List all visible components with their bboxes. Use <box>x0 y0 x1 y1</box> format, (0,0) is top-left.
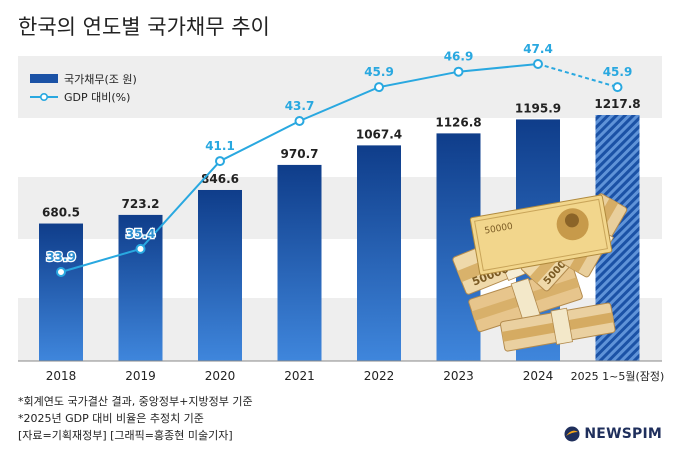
gdp-ratio-value-label: 45.9 <box>603 65 633 79</box>
bar-value-label: 1126.8 <box>435 115 481 129</box>
bar-2020 <box>198 189 242 361</box>
chart-title: 한국의 연도별 국가채무 추이 <box>18 15 270 39</box>
x-tick-label: 2023 <box>443 369 474 383</box>
x-tick-label: 2019 <box>125 369 156 383</box>
bar-value-label: 846.6 <box>201 172 239 186</box>
bar-value-label: 680.5 <box>42 206 80 220</box>
gdp-ratio-point <box>374 82 384 93</box>
x-tick-label: 2022 <box>364 369 395 383</box>
bar-value-label: 1067.4 <box>356 127 402 141</box>
gdp-ratio-point <box>453 66 464 77</box>
legend-line-marker <box>39 93 48 102</box>
bar-value-label: 723.2 <box>122 197 160 211</box>
bar-value-label: 1195.9 <box>515 101 561 115</box>
gdp-ratio-value-label: 35.4 <box>126 227 156 241</box>
gdp-ratio-value-label: 46.9 <box>444 50 474 64</box>
x-axis-tick-labels: 2018 2019 2020 2021 2022 2023 2024 2025 1~5월(잠정… <box>46 369 665 383</box>
bar-2018 <box>39 223 83 361</box>
gdp-ratio-value-labels: 33.9 35.4 41.1 43.7 45.9 46.9 47.4 45.9 <box>45 42 633 265</box>
gdp-ratio-points <box>56 59 623 277</box>
x-tick-label: 2018 <box>46 369 77 383</box>
gdp-ratio-point <box>56 267 66 277</box>
legend-line-label: GDP 대비(%) <box>64 91 130 104</box>
gdp-ratio-value-label: 47.4 <box>523 42 553 56</box>
footnote-2: *2025년 GDP 대비 비율은 추정치 기준 <box>18 412 204 425</box>
bar-value-label: 1217.8 <box>594 97 640 111</box>
gdp-ratio-point <box>533 59 543 69</box>
gdp-ratio-value-label: 43.7 <box>285 99 315 113</box>
bar-2021 <box>277 164 322 361</box>
gdp-ratio-value-label: 33.9 <box>46 250 76 264</box>
footnotes: *회계연도 국가결산 결과, 중앙정부+지방정부 기준 *2025년 GDP 대… <box>18 393 253 444</box>
legend-bar-swatch <box>30 74 58 83</box>
gdp-ratio-point <box>215 156 225 167</box>
bar-series <box>39 115 640 361</box>
bar-value-labels: 680.5 723.2 846.6 970.7 1067.4 1126.8 1195.9 12… <box>42 97 641 220</box>
x-tick-label: 2025 1~5월(잠정) <box>571 370 665 383</box>
bar-value-label: 970.7 <box>281 147 319 161</box>
x-tick-label: 2020 <box>205 369 236 383</box>
legend: 국가채무(조 원) GDP 대비(%) <box>30 73 137 104</box>
gdp-ratio-point <box>612 82 623 93</box>
footnote-1: *회계연도 국가결산 결과, 중앙정부+지방정부 기준 <box>18 395 253 408</box>
newspim-logo-text: NEWSPIM <box>584 426 662 442</box>
x-tick-label: 2024 <box>523 369 554 383</box>
legend-bar-label: 국가채무(조 원) <box>64 73 137 86</box>
bar-2023 <box>436 133 481 361</box>
bar-2022 <box>357 145 401 361</box>
newspim-logo: NEWSPIM <box>564 426 662 442</box>
banknote-text: 50000 <box>484 222 514 237</box>
x-tick-label: 2021 <box>284 369 315 383</box>
bar-2019 <box>118 214 163 361</box>
gdp-ratio-value-label: 45.9 <box>364 65 394 79</box>
gdp-ratio-point <box>135 243 146 254</box>
newspim-logo-icon <box>564 426 580 442</box>
gdp-ratio-point <box>294 116 305 127</box>
source-credit: [자료=기획재정부] [그래픽=홍종현 미술기자] <box>18 429 233 442</box>
gdp-ratio-value-label: 41.1 <box>205 139 235 153</box>
